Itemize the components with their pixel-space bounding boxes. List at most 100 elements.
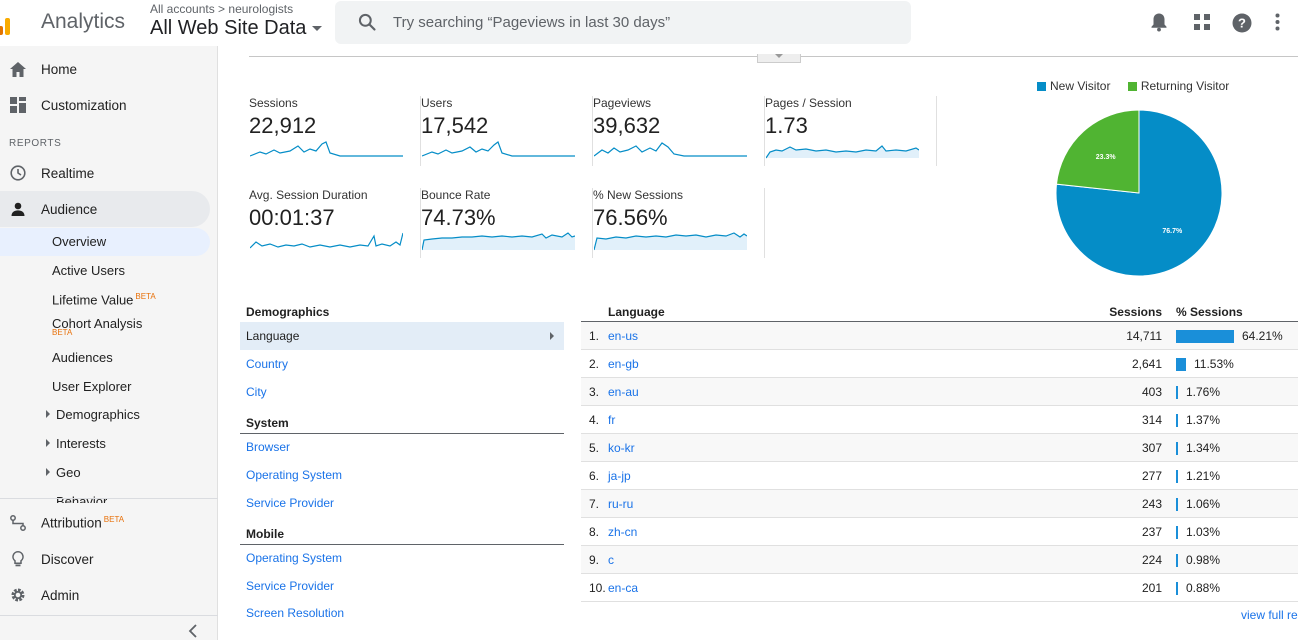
clock-icon: [9, 164, 27, 182]
metric-label: % New Sessions: [593, 188, 684, 202]
dim-screen-resolution[interactable]: Screen Resolution: [246, 606, 345, 620]
nav-customization[interactable]: Customization: [0, 87, 210, 123]
metric-avg-session-duration[interactable]: Avg. Session Duration 00:01:37: [249, 188, 421, 258]
metric-label: Users: [421, 96, 453, 110]
pie-slice-new-visitor[interactable]: [1055, 109, 1223, 277]
metric-value: 76.56%: [593, 205, 668, 230]
nav-user-explorer[interactable]: User Explorer: [52, 379, 132, 394]
pct-value: 64.21%: [1242, 329, 1283, 343]
language-link[interactable]: fr: [608, 413, 616, 427]
pct-bar: [1176, 526, 1178, 539]
nav-attribution[interactable]: Attribution BETA: [0, 505, 210, 541]
dim-mobile-operating-system[interactable]: Operating System: [246, 551, 343, 565]
nav-cohort-analysis[interactable]: Cohort Analysis BETA: [52, 316, 142, 337]
legend-returning-visitor[interactable]: Returning Visitor: [1127, 79, 1229, 93]
expand-toggle[interactable]: [757, 54, 801, 63]
metric-label: Bounce Rate: [421, 188, 491, 202]
metric-label: Sessions: [249, 96, 298, 110]
metric-new-sessions[interactable]: % New Sessions 76.56%: [593, 188, 765, 258]
nav-home[interactable]: Home: [0, 51, 210, 87]
metric-users[interactable]: Users 17,542: [421, 96, 593, 166]
pct-bar: [1176, 442, 1178, 455]
nav-admin[interactable]: Admin: [0, 577, 210, 613]
language-link[interactable]: en-au: [608, 385, 639, 399]
dim-operating-system[interactable]: Operating System: [246, 468, 343, 482]
analytics-logo-icon[interactable]: [0, 9, 22, 35]
pct-bar: [1176, 358, 1186, 371]
metric-pages-per-session[interactable]: Pages / Session 1.73: [765, 96, 937, 166]
dim-country[interactable]: Country: [246, 357, 289, 371]
app-name: Analytics: [41, 10, 126, 33]
language-link[interactable]: zh-cn: [608, 525, 638, 539]
language-link[interactable]: en-us: [608, 329, 639, 343]
notifications-bell-icon[interactable]: [1150, 12, 1168, 32]
dim-browser[interactable]: Browser: [246, 440, 291, 454]
pie-label-returning: 23.3%: [1096, 154, 1117, 161]
pct-bar: [1176, 582, 1178, 595]
nav-admin-label: Admin: [41, 587, 80, 603]
nav-geo[interactable]: Geo: [46, 465, 81, 480]
collapse-sidebar-icon[interactable]: [188, 624, 198, 638]
language-table: Language Sessions % Sessions 1. en-us 14,7…: [581, 302, 1298, 602]
sidebar-divider: [0, 498, 218, 499]
legend-new-visitor[interactable]: New Visitor: [1037, 79, 1110, 93]
view-full-report-link[interactable]: view full re: [1241, 608, 1298, 622]
table-header: Language Sessions % Sessions: [581, 302, 1298, 322]
help-icon[interactable]: ?: [1232, 13, 1252, 33]
metric-bounce-rate[interactable]: Bounce Rate 74.73%: [421, 188, 593, 258]
nav-active-users[interactable]: Active Users: [52, 263, 125, 278]
metric-pageviews[interactable]: Pageviews 39,632: [593, 96, 765, 166]
pie-label-new: 76.7%: [1162, 228, 1183, 235]
nav-audiences[interactable]: Audiences: [52, 350, 113, 365]
nav-realtime[interactable]: Realtime: [0, 155, 210, 191]
beta-badge: BETA: [103, 515, 125, 525]
language-link[interactable]: ru-ru: [608, 497, 634, 511]
nav-interests[interactable]: Interests: [46, 436, 106, 451]
breadcrumb: All accounts > neurologists: [150, 2, 293, 16]
row-number: 6.: [589, 469, 600, 483]
chevron-right-icon: [550, 332, 554, 340]
language-link[interactable]: en-ca: [608, 581, 639, 595]
table-row: 9. c 224 0.98%: [581, 546, 1298, 574]
pct-bar: [1176, 414, 1178, 427]
apps-grid-icon[interactable]: [1194, 14, 1210, 30]
dim-mobile-service-provider[interactable]: Service Provider: [246, 579, 335, 593]
breadcrumb-accounts[interactable]: All accounts: [150, 2, 215, 16]
property-selector[interactable]: All Web Site Data: [150, 17, 323, 40]
caret-down-icon: [312, 26, 323, 32]
row-number: 2.: [589, 357, 600, 371]
language-link[interactable]: ko-kr: [608, 441, 635, 455]
pie-slice-returning-visitor[interactable]: [1055, 109, 1140, 194]
expand-arrow-icon: [46, 439, 50, 447]
nav-discover[interactable]: Discover: [0, 541, 210, 577]
table-row: 6. ja-jp 277 1.21%: [581, 462, 1298, 490]
breadcrumb-account[interactable]: neurologists: [228, 2, 294, 16]
home-icon: [9, 60, 27, 78]
dim-language[interactable]: Language: [240, 322, 564, 350]
nav-demographics[interactable]: Demographics: [46, 407, 140, 422]
language-link[interactable]: c: [608, 553, 614, 567]
pie-legend: New Visitor Returning Visitor: [1037, 79, 1243, 94]
beta-badge: BETA: [135, 292, 156, 301]
more-vert-icon[interactable]: [1275, 13, 1280, 31]
metric-sessions[interactable]: Sessions 22,912: [249, 96, 421, 166]
legend-new-label: New Visitor: [1050, 79, 1111, 93]
nav-interests-label: Interests: [56, 436, 106, 451]
expand-arrow-icon: [46, 410, 50, 418]
row-number: 8.: [589, 525, 600, 539]
nav-lifetime-value[interactable]: Lifetime Value BETA: [52, 292, 156, 307]
pct-value: 0.88%: [1186, 581, 1221, 595]
language-link[interactable]: en-gb: [608, 357, 639, 371]
visitor-pie-chart: 76.7% 23.3%: [1055, 109, 1223, 277]
search-bar[interactable]: [335, 1, 911, 44]
nav-audience[interactable]: Audience: [0, 191, 210, 227]
nav-overview[interactable]: Overview: [0, 228, 210, 256]
language-link[interactable]: ja-jp: [608, 469, 631, 483]
column-header-sessions[interactable]: Sessions: [1109, 305, 1162, 319]
table-row: 4. fr 314 1.37%: [581, 406, 1298, 434]
dim-service-provider[interactable]: Service Provider: [246, 496, 335, 510]
breadcrumb-separator: >: [218, 2, 226, 16]
search-input[interactable]: [393, 1, 893, 44]
pct-value: 0.98%: [1186, 553, 1221, 567]
dim-city[interactable]: City: [246, 385, 267, 399]
